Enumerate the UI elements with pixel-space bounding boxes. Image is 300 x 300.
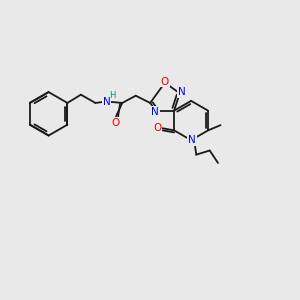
Text: N: N xyxy=(178,87,186,97)
Text: N: N xyxy=(103,97,111,107)
Text: N: N xyxy=(151,107,159,117)
Text: O: O xyxy=(161,76,169,87)
Text: H: H xyxy=(109,91,115,100)
Text: O: O xyxy=(153,123,162,133)
Text: N: N xyxy=(188,135,196,145)
Text: O: O xyxy=(111,118,119,128)
